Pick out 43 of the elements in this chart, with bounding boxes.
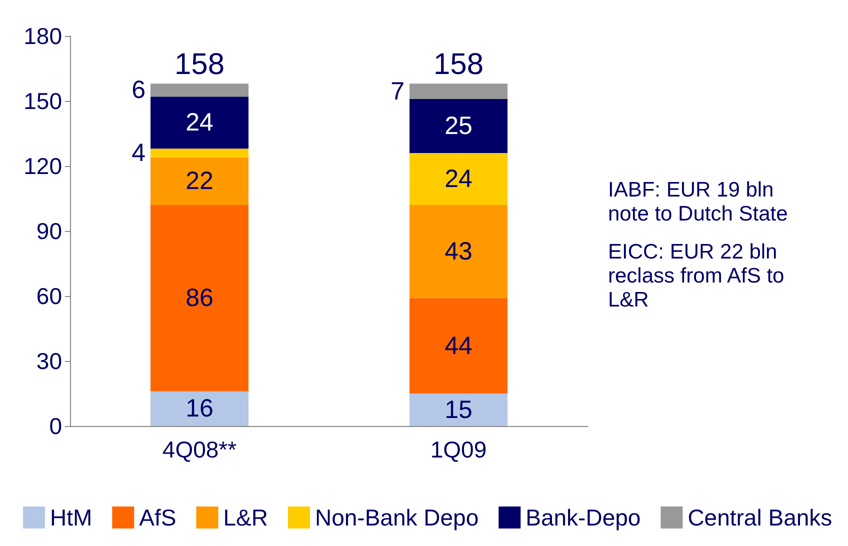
bar	[410, 84, 508, 99]
y-tick-label: 150	[24, 88, 62, 114]
bar	[150, 148, 248, 158]
legend-label: HtM	[50, 504, 92, 530]
bar	[150, 84, 248, 97]
bar	[150, 391, 248, 426]
bar	[150, 205, 248, 392]
bar	[410, 98, 508, 153]
x-tick-label: 1Q09	[430, 436, 487, 462]
data-label: 15	[444, 396, 472, 424]
data-label: 6	[132, 76, 146, 104]
total-label: 158	[174, 48, 225, 82]
data-label: 22	[186, 167, 214, 196]
y-tick-label: 0	[49, 413, 62, 439]
bar	[410, 153, 508, 205]
legend-label: AfS	[139, 504, 176, 530]
legend-label: Non-Bank Depo	[314, 504, 479, 530]
data-label: 86	[186, 284, 214, 312]
legend-label: L&R	[223, 504, 268, 530]
legend-label: Bank-Depo	[526, 504, 641, 530]
x-tick-label: 4Q08**	[162, 436, 237, 462]
data-label: 16	[186, 394, 214, 423]
y-tick-label: 120	[24, 153, 62, 179]
y-tick-label: 90	[36, 218, 62, 244]
y-tick-label: 180	[24, 23, 62, 49]
bar	[150, 157, 248, 205]
legend-label: Central Banks	[688, 504, 832, 530]
data-label: 44	[444, 332, 472, 360]
data-label: 24	[186, 108, 214, 137]
text: EICC: EUR 22 bln reclass from AfS to L&R	[608, 240, 784, 312]
data-label: 43	[444, 238, 472, 266]
bar	[410, 205, 508, 298]
data-label: 24	[444, 165, 472, 193]
data-label: 25	[444, 112, 472, 140]
bar	[150, 96, 248, 149]
y-tick-label: 30	[36, 348, 62, 374]
bar	[410, 394, 508, 426]
data-label: 4	[132, 139, 146, 167]
bar	[410, 298, 508, 394]
y-tick-label: 60	[36, 283, 62, 309]
data-label: 7	[390, 77, 404, 106]
total-label: 158	[433, 48, 484, 82]
text: IABF: EUR 19 bln note to Dutch State	[608, 178, 788, 226]
